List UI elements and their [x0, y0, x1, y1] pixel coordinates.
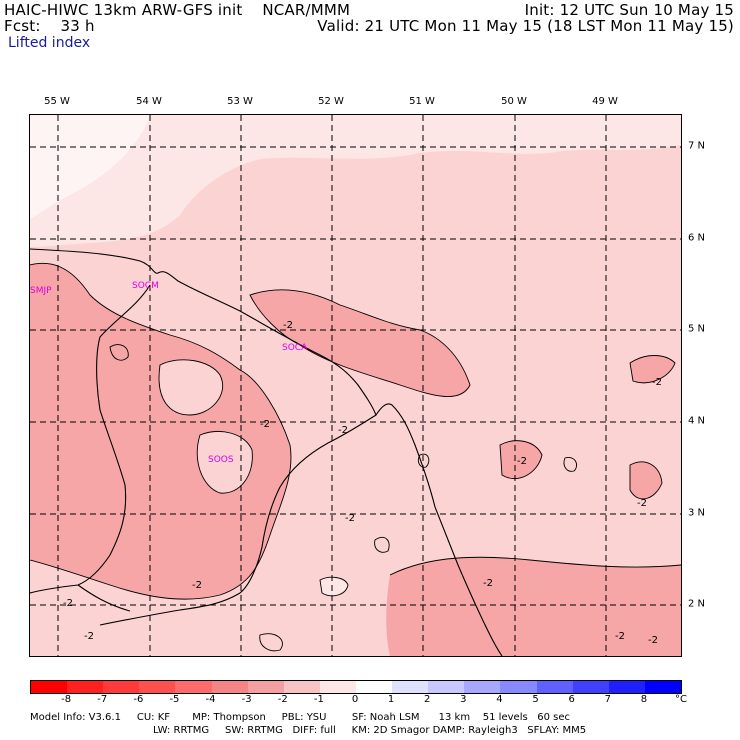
colorbar-tick-label: -2: [277, 694, 288, 705]
colorbar-tick-label: -3: [241, 694, 252, 705]
colorbar-tick-label: -4: [205, 694, 216, 705]
lifted-index-map: -2 -2 -2 -2 -2 -2 -2 -2 -2 -2 -2 -2 -2 S…: [30, 115, 681, 656]
colorbar-swatch: [247, 681, 284, 693]
field-light-pocket: [159, 359, 223, 415]
colorbar-tick-label: 3: [460, 694, 467, 705]
colorbar-tick-label: 4: [496, 694, 503, 705]
model-info-line1: Model Info: V3.6.1 CU: KF MP: Thompson P…: [30, 712, 570, 723]
colorbar-ticks: -8 -7 -6 -5 -4 -3 -2 -1 0 1 2 3 4 5 6 7 8: [30, 694, 680, 708]
colorbar-swatch: [211, 681, 248, 693]
map-panel: -2 -2 -2 -2 -2 -2 -2 -2 -2 -2 -2 -2 -2 S…: [29, 114, 682, 657]
contour-label: -2: [84, 631, 94, 642]
colorbar-swatch: [500, 681, 537, 693]
contour-label: -2: [615, 631, 625, 642]
colorbar-tick-label: 6: [568, 694, 575, 705]
colorbar-tick-label: -5: [169, 694, 180, 705]
colorbar-tick-label: 0: [351, 694, 359, 705]
field-pale-north: [30, 115, 681, 247]
colorbar-tick-label: 2: [424, 694, 431, 705]
colorbar-swatch: [572, 681, 609, 693]
colorbar-swatch: [283, 681, 320, 693]
colorbar-tick-label: 8: [640, 694, 648, 705]
colorbar-swatch: [392, 681, 429, 693]
lat-label: 6 N: [688, 232, 706, 244]
field-name: Lifted index: [8, 35, 91, 51]
colorbar-swatch: [67, 681, 104, 693]
colorbar-tick-label: 1: [387, 694, 395, 705]
contour-label: -2: [63, 598, 73, 609]
contours: [30, 262, 681, 652]
colorbar-tick-label: 7: [604, 694, 611, 705]
colorbar-swatch: [464, 681, 501, 693]
colorbar-tick-label: -8: [61, 694, 72, 705]
lon-label: 52 W: [318, 96, 344, 107]
field-pale-pocket: [320, 577, 348, 596]
field-dark-west: [30, 263, 291, 600]
contour-label: -2: [283, 320, 293, 331]
colorbar-tick-label: -7: [97, 694, 108, 705]
forecast-hour: Fcst: 33 h: [4, 17, 95, 35]
colorbar-swatch: [175, 681, 212, 693]
field-dark-east: [630, 355, 675, 383]
colorbar: [30, 680, 682, 694]
contour-label: -2: [338, 425, 348, 436]
field-white-corner: [30, 115, 150, 219]
stations: SMJP SOCM SOCA SOOS: [30, 281, 308, 465]
colorbar-swatch: [644, 681, 681, 693]
lat-label: 7 N: [688, 140, 706, 152]
colorbar-swatch: [536, 681, 573, 693]
field-dark-east3: [630, 461, 662, 499]
contour-label: -2: [652, 377, 662, 388]
colorbar-tick-label: 5: [532, 694, 539, 705]
boundaries: [30, 248, 503, 656]
colorbar-swatch: [103, 681, 140, 693]
init-time: Init: 12 UTC Sun 10 May 15: [524, 1, 734, 19]
colorbar-swatch: [355, 681, 393, 693]
contour-label: -2: [648, 635, 658, 646]
contour-label: -2: [192, 580, 202, 591]
lat-lon-grid: [30, 115, 681, 656]
lat-label: 5 N: [688, 323, 706, 335]
colorbar-swatch: [608, 681, 645, 693]
contour-label: -2: [517, 456, 527, 467]
station-label: SOCM: [132, 281, 159, 291]
station-label: SMJP: [30, 286, 52, 296]
colorbar-swatch: [319, 681, 356, 693]
colorbar-swatch: [428, 681, 465, 693]
contour-label: -2: [345, 513, 355, 524]
field-light-pocket2: [197, 431, 253, 494]
lon-label: 55 W: [44, 96, 70, 107]
contour-label: -2: [637, 498, 647, 509]
lon-label: 54 W: [136, 96, 162, 107]
valid-time: Valid: 21 UTC Mon 11 May 15 (18 LST Mon …: [317, 17, 734, 35]
lat-label: 4 N: [688, 415, 706, 427]
field-dark-mid: [250, 289, 470, 397]
station-label: SOCA: [282, 343, 308, 353]
colorbar-tick-label: -6: [133, 694, 144, 705]
contour-label: -2: [260, 419, 270, 430]
contour-label: -2: [483, 578, 493, 589]
lon-label: 50 W: [501, 96, 527, 107]
field-pale-north2: [30, 115, 681, 165]
colorbar-swatch: [139, 681, 176, 693]
lat-label: 2 N: [688, 598, 706, 610]
model-info-line2: LW: RRTMG SW: RRTMG DIFF: full KM: 2D Sm…: [153, 725, 587, 736]
contour-labels: -2 -2 -2 -2 -2 -2 -2 -2 -2 -2 -2 -2 -2: [63, 320, 662, 646]
colorbar-unit: °C: [675, 694, 687, 705]
station-label: SOOS: [208, 455, 234, 465]
lon-label: 53 W: [227, 96, 253, 107]
colorbar-tick-label: -1: [313, 694, 324, 705]
field-dark-se: [386, 557, 681, 656]
title-line1-left: HAIC-HIWC 13km ARW-GFS init NCAR/MMM: [4, 1, 351, 19]
colorbar-swatch: [31, 681, 68, 693]
lon-label: 51 W: [409, 96, 435, 107]
lat-label: 3 N: [688, 507, 706, 519]
lon-label: 49 W: [592, 96, 618, 107]
field-dark-east2: [500, 440, 542, 479]
